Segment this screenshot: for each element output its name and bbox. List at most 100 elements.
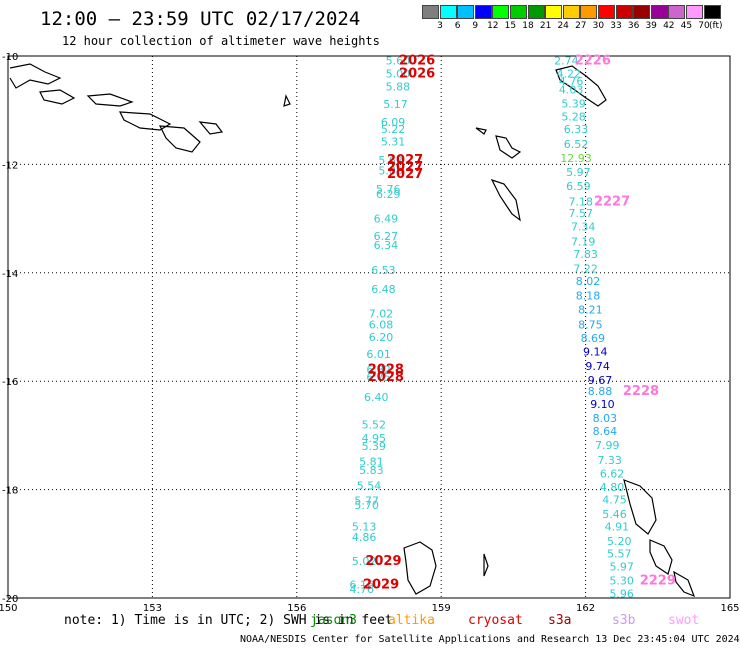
island-outline	[495, 135, 522, 159]
pass-time-label: 2026	[399, 53, 435, 68]
latitude-tick-label: -10	[2, 52, 18, 63]
wave-height-label: 5.00	[386, 67, 411, 80]
wave-height-label: 7.19	[571, 235, 596, 248]
color-scale-label: 24	[557, 21, 569, 31]
wave-height-label: 5.39	[362, 440, 387, 453]
latitude-tick-label: -20	[2, 594, 18, 605]
wave-height-label: 5.02	[352, 555, 377, 568]
color-scale-label: 30	[592, 21, 605, 31]
color-swatch	[439, 5, 457, 19]
wave-height-label: 7.33	[597, 454, 622, 467]
wave-height-label: 6.49	[374, 213, 399, 226]
wave-height-label: 5.97	[609, 561, 634, 574]
color-scale-label: 39	[645, 21, 657, 31]
wave-height-label: 5.13	[352, 520, 377, 533]
wave-height-label: 6.59	[566, 180, 591, 193]
wave-height-label: 7.22	[573, 262, 598, 275]
wave-height-label: 6.75	[366, 371, 391, 384]
wave-height-label: 5.30	[609, 575, 634, 588]
map-frame	[7, 55, 731, 599]
island-outline	[623, 479, 657, 535]
color-scale-label: 15	[504, 21, 517, 31]
island-outline	[490, 178, 521, 222]
wave-height-label: 9.67	[588, 374, 613, 387]
color-scale-unit: (ft)	[709, 21, 723, 31]
wave-height-label: 6.01	[366, 348, 391, 361]
wave-height-label: 5.88	[386, 80, 411, 93]
coastlines	[9, 63, 696, 598]
color-scale-label: 42	[663, 21, 675, 31]
wave-height-label: 5.70	[354, 499, 379, 512]
color-swatch	[422, 5, 439, 19]
pass-time-label: 2226	[575, 53, 611, 68]
island-outline	[158, 125, 201, 153]
latitude-tick-label: -14	[2, 269, 18, 280]
color-swatch	[457, 5, 475, 19]
island-outline	[475, 127, 487, 135]
wave-height-label: 7.18	[569, 195, 594, 208]
pass-time-label: 2029	[365, 554, 401, 569]
wave-height-label: 5.77	[354, 494, 379, 507]
wave-height-label: 5.62	[378, 154, 403, 167]
color-swatch	[562, 5, 580, 19]
color-scale-label: 70	[698, 21, 710, 31]
satellite-name: jason3	[310, 613, 357, 628]
axis-ticks: 150 153 156 159 162 165 -10 -12 -14 -16 -18 -20	[0, 52, 740, 614]
island-outline	[555, 65, 607, 107]
color-swatch	[474, 5, 492, 19]
color-scale-label: 27	[575, 21, 587, 31]
latitude-tick-label: -16	[2, 377, 18, 388]
satellite-name: s3a	[548, 613, 572, 628]
wave-height-label: 5.83	[359, 464, 384, 477]
satellite-name: cryosat	[468, 613, 523, 628]
wave-height-label: 7.83	[573, 248, 598, 261]
latitude-tick-label: -12	[2, 160, 18, 171]
color-scale-label: 36	[627, 21, 640, 31]
footer-credit: NOAA/NESDIS Center for Satellite Applica…	[240, 634, 740, 645]
longitude-tick-label: 159	[432, 603, 451, 614]
color-scale-label: 18	[522, 21, 534, 31]
wave-height-label: 5.17	[383, 98, 408, 111]
wave-height-label: 5.76	[376, 183, 401, 196]
wave-height-label: 8.64	[593, 425, 618, 438]
latitude-tick-label: -18	[2, 486, 18, 497]
color-swatch	[598, 5, 615, 19]
wave-height-label: 8.21	[578, 304, 603, 317]
pass-time-label: 2026	[399, 66, 435, 81]
pass-time-label: 2029	[363, 577, 399, 592]
color-scale-label: 3	[437, 21, 443, 31]
wave-height-label: 12.93	[560, 152, 592, 165]
wave-height-label: 6.48	[371, 283, 396, 296]
longitude-tick-label: 156	[287, 603, 306, 614]
island-outline	[118, 111, 172, 131]
wave-height-label: 6.08	[369, 318, 394, 331]
wave-height-label: 5.22	[381, 123, 406, 136]
wave-height-label: 8.18	[576, 290, 601, 303]
color-swatch	[650, 5, 668, 19]
pass-time-label: 2229	[640, 574, 676, 589]
longitude-tick-label: 162	[576, 603, 595, 614]
wave-height-label: 4.76	[350, 583, 375, 596]
wave-height-label: 6.16	[350, 578, 375, 591]
color-swatch	[633, 5, 651, 19]
wave-height-label: 5.54	[357, 479, 382, 492]
pass-time-label: 2027	[387, 160, 423, 175]
wave-height-label: 5.81	[359, 455, 384, 468]
pass-time-label: 2028	[368, 362, 404, 377]
pass-time-label: 2228	[623, 384, 659, 399]
wave-height-label: 6.33	[564, 123, 589, 136]
wave-height-label: 7.02	[369, 307, 394, 320]
wave-height-label: 4.03	[559, 84, 584, 97]
wave-height-label: 4.91	[605, 520, 630, 533]
wave-height-label: 5.96	[609, 588, 634, 601]
color-swatch	[703, 5, 721, 19]
color-swatch	[615, 5, 633, 19]
footer-note: note: 1) Time is in UTC; 2) SWH is in fe…	[64, 613, 393, 628]
wave-height-label: 5.28	[561, 111, 586, 124]
pass-time-label: 2028	[368, 370, 404, 385]
wave-height-label: 2.74	[554, 54, 579, 67]
satellite-name: s3b	[612, 613, 636, 628]
island-outline	[403, 541, 437, 595]
wave-height-label: 4.80	[600, 481, 625, 494]
